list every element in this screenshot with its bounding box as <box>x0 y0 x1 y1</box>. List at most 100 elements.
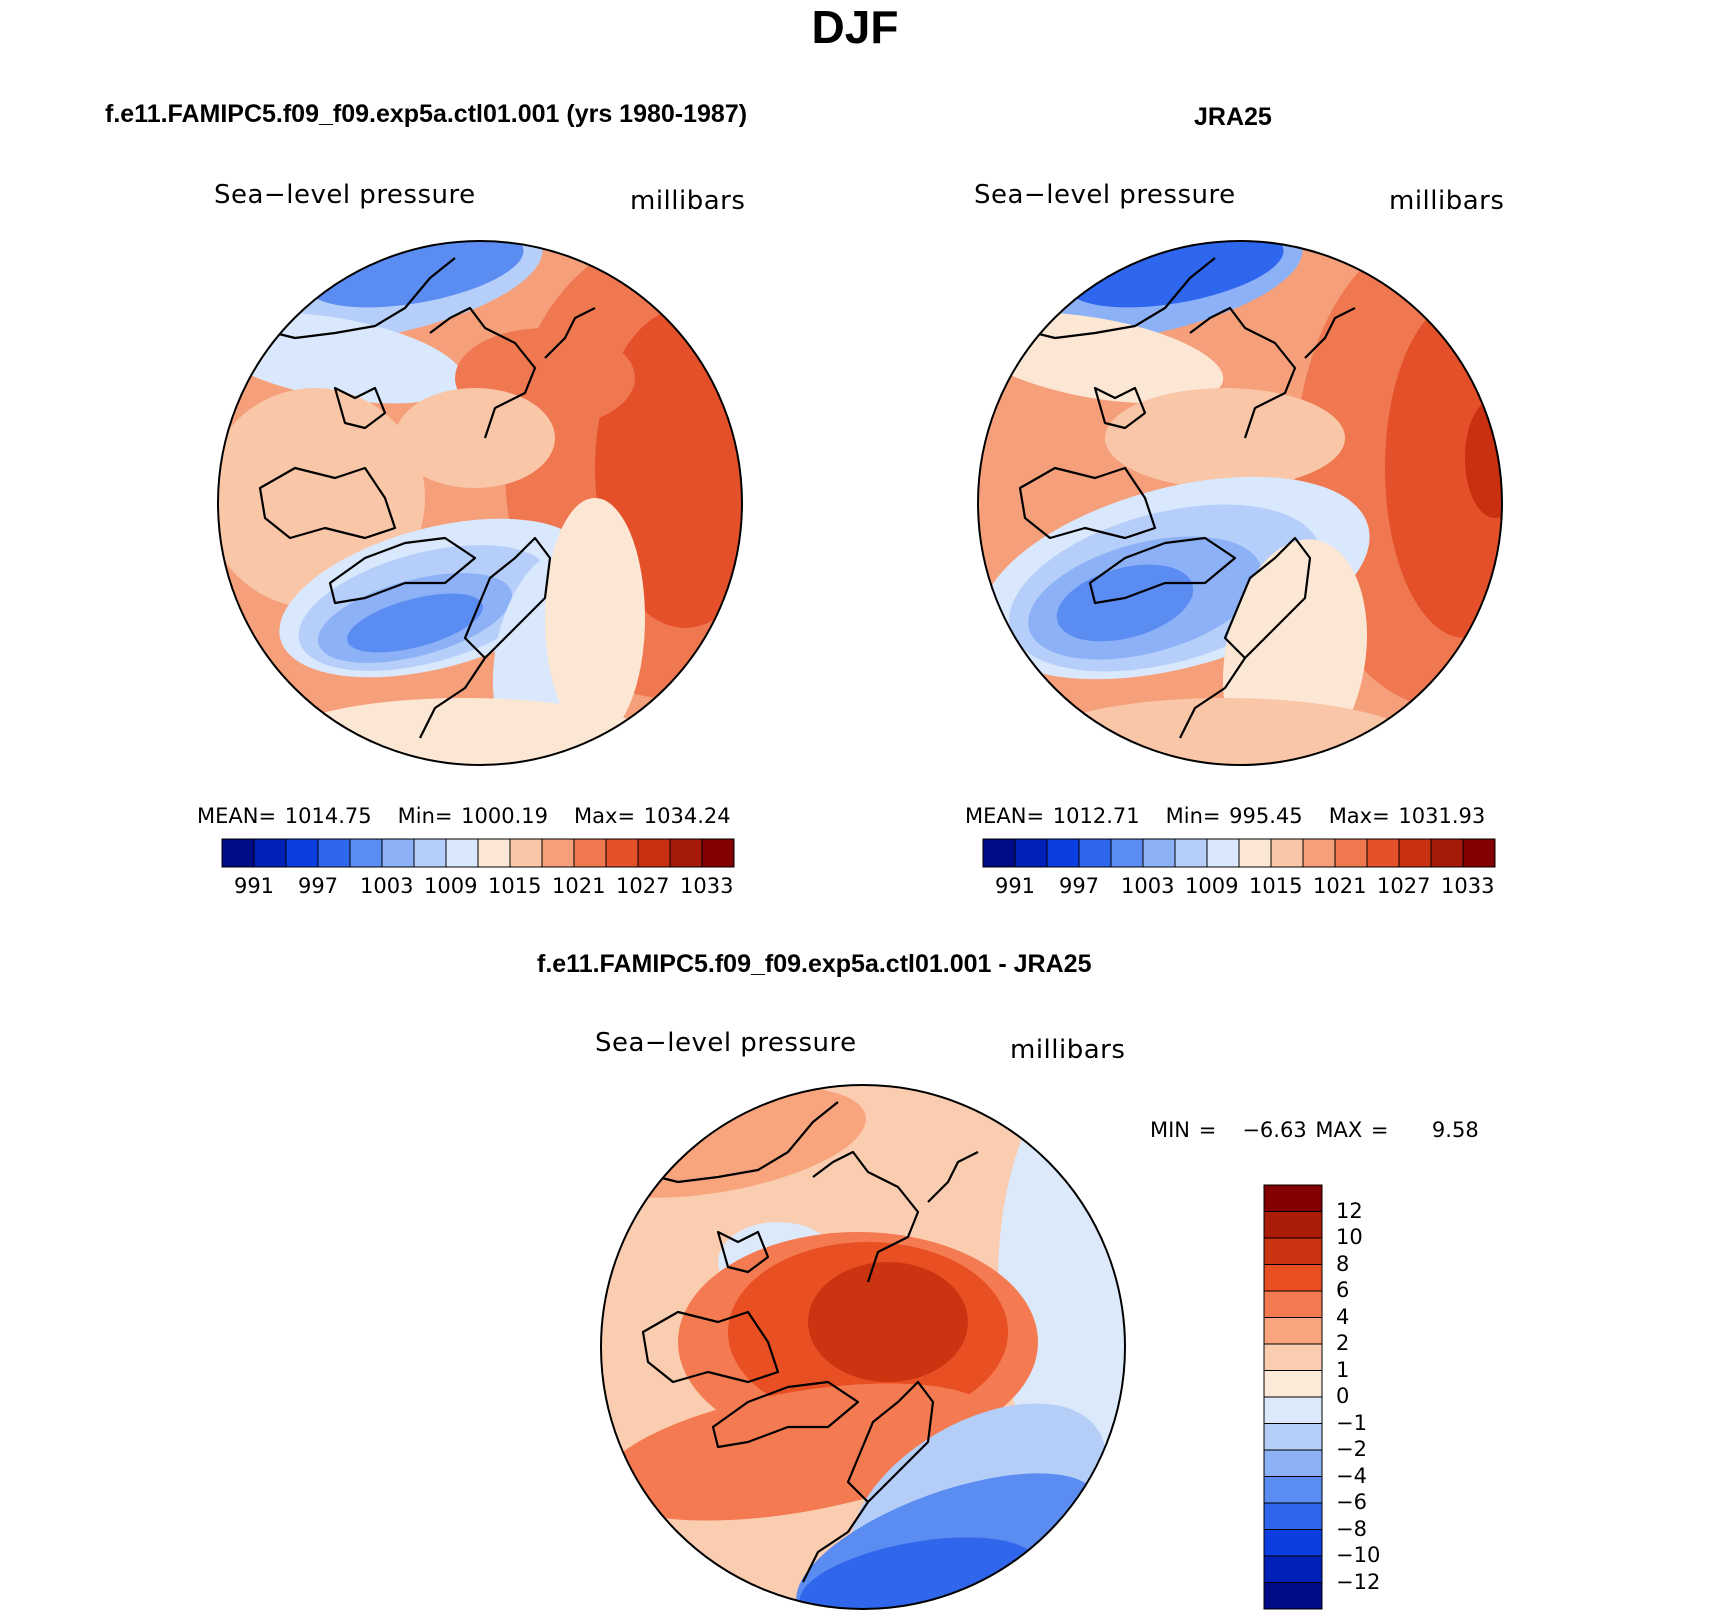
colorbar-box <box>541 838 575 868</box>
min-value: 1000.19 <box>461 804 549 828</box>
colorbar-box <box>1174 838 1208 868</box>
diff-tick-label: 4 <box>1336 1304 1350 1329</box>
max-label: Max= <box>574 804 636 828</box>
colorbar-box <box>1366 838 1400 868</box>
colorbar-box <box>445 838 479 868</box>
polar-map-diff <box>600 1084 1126 1610</box>
obs-tick-label: 991 <box>994 874 1036 898</box>
contour-region <box>347 593 483 653</box>
diff-tick-label: −1 <box>1336 1410 1367 1435</box>
colorbar-box <box>1398 838 1432 868</box>
colorbar-box <box>1270 838 1304 868</box>
diff-tick-label: 2 <box>1336 1331 1350 1355</box>
colorbar-box <box>1263 1370 1323 1398</box>
contour-region <box>808 1262 968 1382</box>
colorbar-box <box>1263 1343 1323 1371</box>
colorbar-diff <box>1263 1184 1323 1610</box>
colorbar-box <box>381 838 415 868</box>
obs-tick-label: 1027 <box>1377 874 1431 898</box>
stats-model: MEAN= 1014.75 Min= 1000.19 Max= 1034.24 <box>197 804 731 828</box>
colorbar-ticks-obs: 991 997 1003 1009 1015 1021 1027 1033 <box>983 874 1495 902</box>
variable-label-model: Sea−level pressure <box>214 180 476 210</box>
variable-label-obs: Sea−level pressure <box>974 180 1236 210</box>
colorbar-box <box>1263 1396 1323 1424</box>
map-boundary <box>600 1084 1126 1610</box>
coastline <box>544 307 596 359</box>
colorbar-box <box>1334 838 1368 868</box>
coastline <box>802 1501 869 1583</box>
colorbar-box <box>1263 1184 1323 1212</box>
diff-tick-label: −8 <box>1336 1516 1367 1541</box>
mean-label: MEAN= <box>197 804 277 828</box>
coastline <box>1018 466 1157 540</box>
coastline <box>1014 257 1216 340</box>
coastline <box>641 1310 780 1384</box>
shaded-field <box>218 241 742 765</box>
diff-tick-label: 8 <box>1336 1251 1350 1276</box>
contour-region <box>265 698 665 765</box>
coastline <box>927 1151 979 1203</box>
colorbar-box <box>1263 1529 1323 1557</box>
stats-obs: MEAN= 1012.71 Min= 995.45 Max= 1031.93 <box>965 804 1485 828</box>
diff-tick-label: 6 <box>1336 1278 1350 1302</box>
contour-region <box>1465 398 1502 518</box>
units-label-diff: millibars <box>1010 1035 1126 1065</box>
contour-region <box>395 388 555 488</box>
coastline <box>812 1150 920 1283</box>
shaded-field <box>978 241 1502 765</box>
min-label: Min= <box>1165 804 1221 828</box>
coastline <box>1093 386 1147 430</box>
colorbar-box <box>669 838 703 868</box>
diff-tick-label: −10 <box>1336 1543 1381 1567</box>
diff-tick-label: −4 <box>1336 1463 1367 1488</box>
colorbar-box <box>1078 838 1112 868</box>
panel-title-obs: JRA25 <box>1194 103 1272 131</box>
coastlines <box>637 1101 979 1583</box>
stats-diff: MIN = −6.63 MAX = 9.58 <box>1150 1118 1479 1142</box>
colorbar-box <box>509 838 543 868</box>
colorbar-box <box>1263 1476 1323 1504</box>
colorbar-ticks-model: 991 997 1003 1009 1015 1021 1027 1033 <box>222 874 734 902</box>
colorbar-box <box>317 838 351 868</box>
coastline <box>419 657 486 739</box>
colorbar-box <box>637 838 671 868</box>
coastline <box>1223 536 1312 660</box>
model-tick-label: 1033 <box>680 874 734 898</box>
coastline <box>1088 536 1237 605</box>
colorbar-box <box>1142 838 1176 868</box>
colorbar-box <box>1263 1449 1323 1477</box>
polar-map-model <box>217 240 743 766</box>
units-label-obs: millibars <box>1389 186 1505 216</box>
colorbar-box <box>1430 838 1464 868</box>
colorbar-ticks-diff: 12 10 8 6 4 2 1 0 −1 −2 −4 −6 −8 −10 −12 <box>1336 1185 1396 1609</box>
obs-tick-label: 1009 <box>1185 874 1239 898</box>
coastline <box>1179 657 1246 739</box>
colorbar-box <box>413 838 447 868</box>
contour-region <box>1385 298 1502 638</box>
colorbar-box <box>1263 1237 1323 1265</box>
shaded-field <box>601 1085 1125 1609</box>
colorbar-box <box>982 838 1016 868</box>
units-label-model: millibars <box>630 186 746 216</box>
coastline <box>1189 306 1297 439</box>
obs-tick-label: 997 <box>1058 874 1100 898</box>
model-tick-label: 991 <box>233 874 275 898</box>
polar-map-obs <box>977 240 1503 766</box>
diff-tick-label: 10 <box>1336 1225 1363 1249</box>
variable-label-diff: Sea−level pressure <box>595 1028 857 1058</box>
model-tick-label: 1015 <box>488 874 542 898</box>
min-label: Min= <box>397 804 453 828</box>
diff-tick-label: −2 <box>1336 1437 1367 1461</box>
coastline <box>254 257 456 340</box>
model-tick-label: 1021 <box>552 874 606 898</box>
panel-title-model: f.e11.FAMIPC5.f09_f09.exp5a.ctl01.001 (y… <box>105 100 748 128</box>
coastline <box>333 386 387 430</box>
coastline <box>429 306 537 439</box>
panel-title-diff: f.e11.FAMIPC5.f09_f09.exp5a.ctl01.001 - … <box>537 950 1092 978</box>
model-tick-label: 1009 <box>424 874 478 898</box>
mean-value: 1012.71 <box>1052 804 1140 828</box>
coastlines <box>1014 257 1356 739</box>
colorbar-box <box>253 838 287 868</box>
colorbar-box <box>1263 1211 1323 1239</box>
colorbar-box <box>285 838 319 868</box>
